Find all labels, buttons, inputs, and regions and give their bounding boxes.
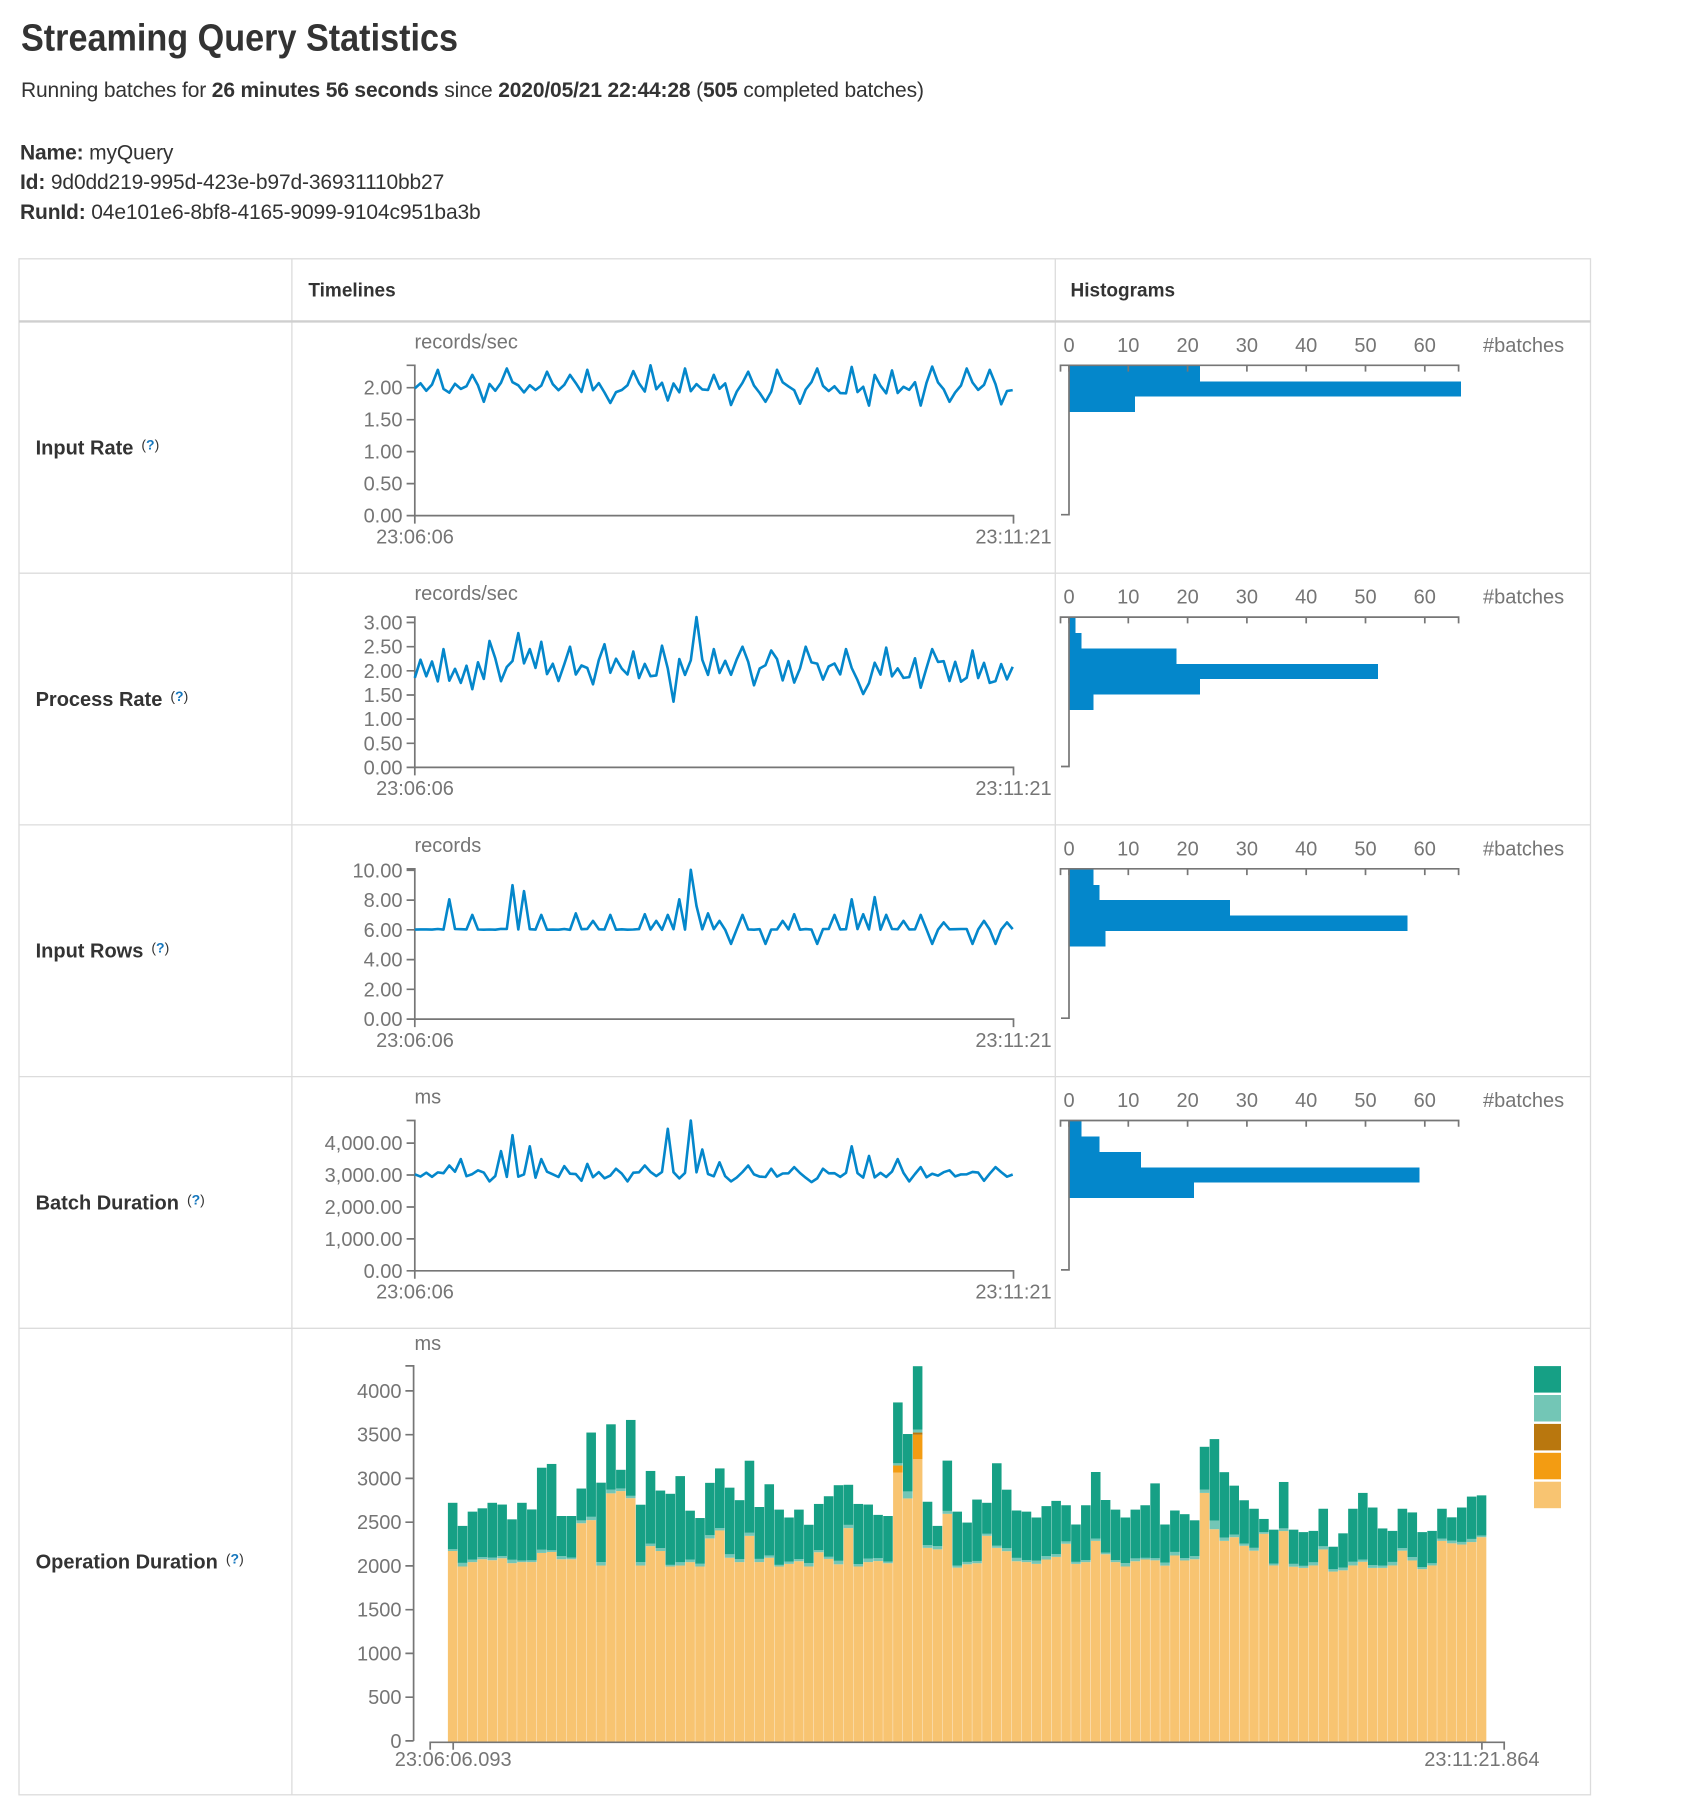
svg-text:0: 0 [1063, 587, 1074, 609]
svg-text:2,000.00: 2,000.00 [325, 1197, 403, 1219]
svg-text:60: 60 [1414, 1090, 1436, 1112]
svg-text:10: 10 [1117, 838, 1139, 860]
svg-text:Operation Duration(?): Operation Duration (?) [36, 1551, 244, 1574]
svg-text:10.00: 10.00 [352, 860, 402, 882]
svg-text:1000: 1000 [357, 1643, 402, 1665]
svg-text:23:06:06: 23:06:06 [376, 1030, 454, 1052]
svg-text:8.00: 8.00 [364, 890, 403, 912]
svg-text:20: 20 [1176, 587, 1198, 609]
svg-text:23:11:21: 23:11:21 [975, 1282, 1051, 1304]
svg-text:1,000.00: 1,000.00 [325, 1229, 403, 1251]
svg-text:4.00: 4.00 [364, 950, 403, 972]
svg-text:1.00: 1.00 [364, 709, 403, 731]
svg-text:0.50: 0.50 [364, 474, 403, 496]
svg-text:23:06:06: 23:06:06 [376, 1282, 454, 1304]
svg-text:Process Rate(?): Process Rate (?) [36, 688, 189, 711]
svg-text:#batches: #batches [1483, 335, 1564, 357]
svg-text:50: 50 [1354, 335, 1376, 357]
svg-text:2000: 2000 [357, 1556, 402, 1578]
svg-text:4000: 4000 [357, 1381, 402, 1403]
svg-text:0.00: 0.00 [364, 1009, 403, 1031]
svg-text:30: 30 [1236, 1090, 1258, 1112]
svg-text:Input Rows(?): Input Rows (?) [36, 940, 170, 963]
svg-text:#batches: #batches [1483, 1090, 1564, 1112]
svg-text:0.00: 0.00 [364, 506, 403, 528]
svg-text:2.00: 2.00 [364, 661, 403, 683]
svg-text:10: 10 [1117, 587, 1139, 609]
svg-text:2.00: 2.00 [364, 979, 403, 1001]
svg-text:0: 0 [1063, 1090, 1074, 1112]
svg-text:3500: 3500 [357, 1425, 402, 1447]
svg-text:records/sec: records/sec [415, 331, 518, 353]
svg-text:50: 50 [1354, 587, 1376, 609]
svg-text:2500: 2500 [357, 1512, 402, 1534]
svg-text:Running batches for 26 minutes: Running batches for 26 minutes 56 second… [21, 79, 924, 102]
svg-text:Name: myQuery: Name: myQuery [20, 142, 174, 165]
svg-text:10: 10 [1117, 335, 1139, 357]
svg-text:0: 0 [390, 1731, 401, 1753]
svg-text:1.50: 1.50 [364, 410, 403, 432]
svg-text:23:06:06.093: 23:06:06.093 [395, 1749, 512, 1771]
svg-text:2.00: 2.00 [364, 378, 403, 400]
svg-text:23:11:21: 23:11:21 [975, 1030, 1051, 1052]
svg-text:3,000.00: 3,000.00 [325, 1165, 403, 1187]
svg-text:10: 10 [1117, 1090, 1139, 1112]
svg-text:0.50: 0.50 [364, 733, 403, 755]
svg-text:60: 60 [1414, 587, 1436, 609]
svg-text:40: 40 [1295, 587, 1317, 609]
svg-text:20: 20 [1176, 335, 1198, 357]
svg-text:#batches: #batches [1483, 587, 1564, 609]
svg-text:60: 60 [1414, 838, 1436, 860]
svg-text:23:06:06: 23:06:06 [376, 526, 454, 548]
svg-text:23:06:06: 23:06:06 [376, 778, 454, 800]
svg-text:ms: ms [415, 1087, 442, 1109]
svg-text:20: 20 [1176, 838, 1198, 860]
svg-text:3.00: 3.00 [364, 613, 403, 635]
svg-text:30: 30 [1236, 587, 1258, 609]
svg-text:0.00: 0.00 [364, 1261, 403, 1283]
svg-text:40: 40 [1295, 1090, 1317, 1112]
svg-text:1500: 1500 [357, 1600, 402, 1622]
svg-text:40: 40 [1295, 838, 1317, 860]
svg-text:6.00: 6.00 [364, 920, 403, 942]
svg-text:0: 0 [1063, 335, 1074, 357]
svg-text:0: 0 [1063, 838, 1074, 860]
svg-text:1.50: 1.50 [364, 685, 403, 707]
svg-text:23:11:21: 23:11:21 [975, 778, 1051, 800]
svg-text:23:11:21: 23:11:21 [975, 526, 1051, 548]
svg-text:3000: 3000 [357, 1468, 402, 1490]
svg-text:50: 50 [1354, 1090, 1376, 1112]
svg-text:1.00: 1.00 [364, 442, 403, 464]
svg-text:30: 30 [1236, 838, 1258, 860]
svg-text:20: 20 [1176, 1090, 1198, 1112]
svg-text:Timelines: Timelines [308, 281, 395, 302]
svg-text:Id: 9d0dd219-995d-423e-b97d-36: Id: 9d0dd219-995d-423e-b97d-36931110bb27 [20, 171, 444, 194]
svg-text:records: records [415, 835, 482, 857]
svg-text:23:11:21.864: 23:11:21.864 [1424, 1749, 1539, 1771]
svg-text:ms: ms [415, 1333, 442, 1355]
svg-text:500: 500 [368, 1687, 401, 1709]
svg-text:60: 60 [1414, 335, 1436, 357]
svg-text:Histograms: Histograms [1071, 281, 1176, 302]
svg-text:4,000.00: 4,000.00 [325, 1133, 403, 1155]
svg-text:2.50: 2.50 [364, 637, 403, 659]
svg-text:Input Rate(?): Input Rate (?) [36, 436, 160, 459]
svg-text:50: 50 [1354, 838, 1376, 860]
svg-text:Batch Duration(?): Batch Duration (?) [36, 1191, 205, 1214]
svg-text:Streaming Query Statistics: Streaming Query Statistics [21, 18, 458, 60]
svg-text:30: 30 [1236, 335, 1258, 357]
svg-text:records/sec: records/sec [415, 583, 518, 605]
svg-text:40: 40 [1295, 335, 1317, 357]
svg-text:#batches: #batches [1483, 838, 1564, 860]
svg-text:0.00: 0.00 [364, 757, 403, 779]
svg-text:RunId: 04e101e6-8bf8-4165-9099: RunId: 04e101e6-8bf8-4165-9099-9104c951b… [20, 201, 481, 224]
